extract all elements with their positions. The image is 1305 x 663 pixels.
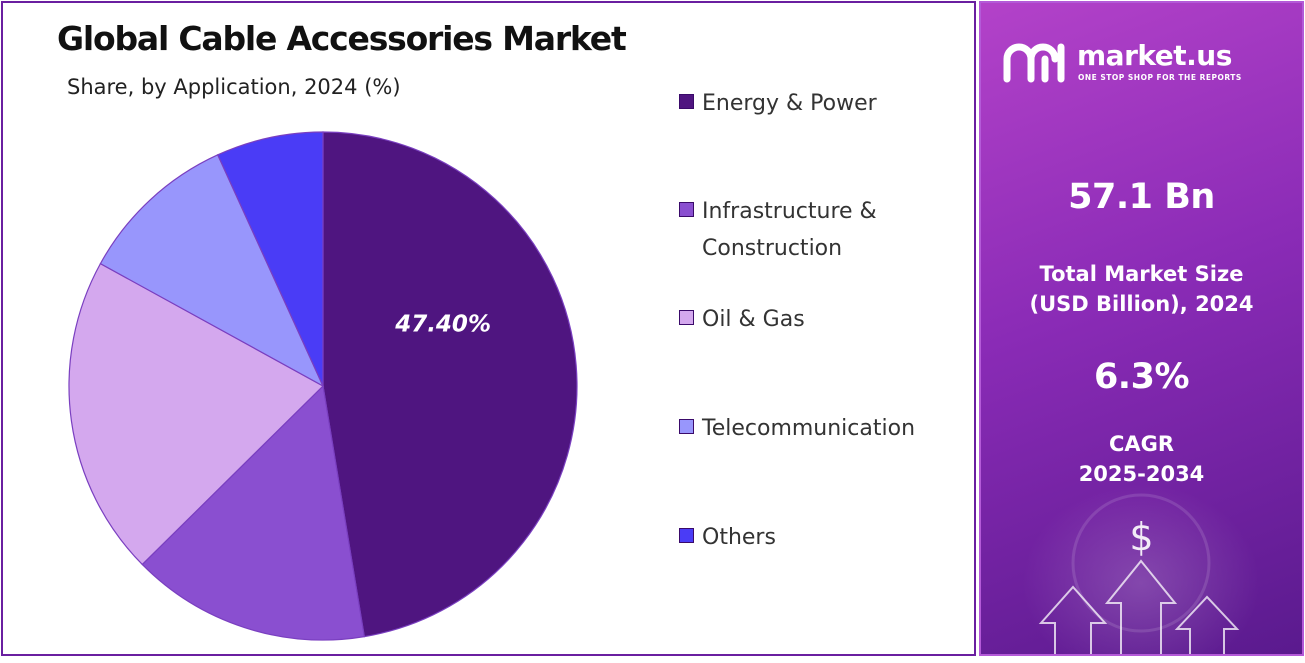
legend-item-oil-gas: Oil & Gas: [679, 301, 962, 338]
brand-name: market.us: [1077, 39, 1232, 72]
chart-subtitle: Share, by Application, 2024 (%): [67, 75, 401, 99]
market-size-value: 57.1 Bn: [1068, 177, 1215, 217]
pie-slice-telecommunication: [99, 154, 325, 388]
legend-item-energy-power: Energy & Power: [679, 85, 962, 122]
background-glow: [1021, 483, 1261, 654]
legend-label: Telecommunication: [702, 416, 916, 441]
legend-label: Energy & Power: [702, 91, 877, 116]
cagr-period: 2025-2034: [1078, 462, 1205, 486]
market-size-label: Total Market Size: [1039, 262, 1244, 286]
legend-swatch: [679, 202, 694, 217]
chart-panel: Global Cable Accessories Market Share, b…: [1, 1, 976, 656]
dollar-symbol: $: [1129, 515, 1154, 559]
chart-title: Global Cable Accessories Market: [57, 19, 627, 58]
pie-slice-others: [216, 131, 324, 387]
legend-label: Oil & Gas: [702, 307, 805, 332]
pie-slice-energy-power: [322, 131, 578, 638]
legend-item-others: Others: [679, 519, 962, 556]
brand-tagline: ONE STOP SHOP FOR THE REPORTS: [1078, 73, 1242, 82]
market-size-label-year: (USD Billion), 2024: [1029, 292, 1254, 316]
pie-data-label: 47.40%: [394, 312, 491, 338]
legend-item-telecommunication: Telecommunication: [679, 410, 962, 447]
legend-swatch: [679, 310, 694, 325]
legend-swatch: [679, 94, 694, 109]
cagr-value: 6.3%: [1093, 357, 1190, 397]
cagr-label: CAGR: [1108, 432, 1175, 456]
legend-swatch: [679, 419, 694, 434]
market-us-logo-icon: [1003, 43, 1065, 83]
pie-slice-oil-gas: [68, 262, 324, 566]
legend-label: Others: [702, 525, 776, 550]
legend-label: Infrastructure & Construction: [702, 199, 877, 261]
legend-swatch: [679, 528, 694, 543]
pie-slice-infrastructure-construction: [141, 384, 365, 641]
growth-arrows-icon: [1038, 493, 1240, 654]
pie-chart: 47.40%: [68, 131, 578, 641]
legend-item-infrastructure-construction: Infrastructure & Construction: [679, 193, 902, 267]
summary-panel: $ market.us ONE STOP SHOP FOR THE REPORT…: [979, 1, 1304, 656]
